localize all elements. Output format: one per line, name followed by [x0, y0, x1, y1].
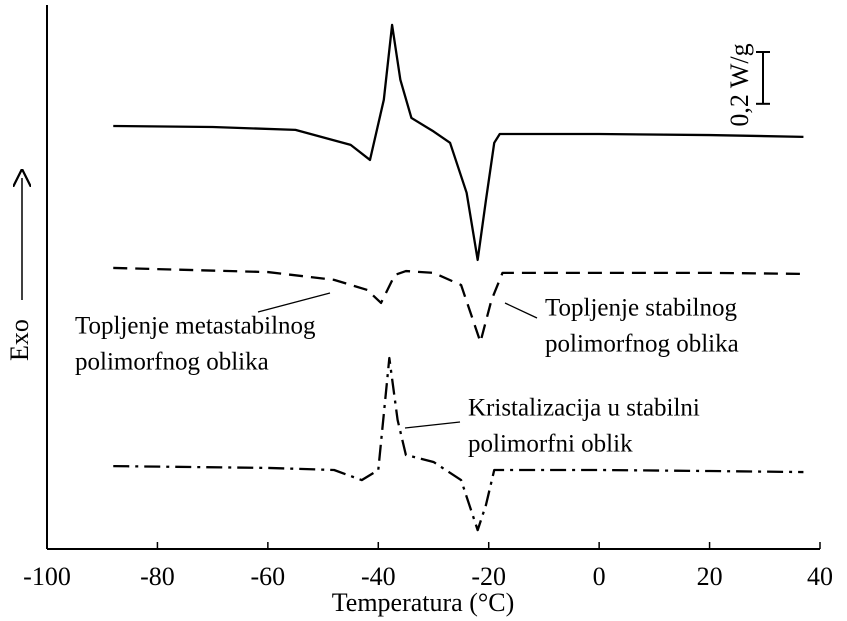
x-tick-label: -60 — [251, 562, 286, 591]
annotation: Topljenje stabilnog — [545, 295, 737, 322]
leader-line — [504, 302, 538, 319]
data-line — [113, 356, 804, 532]
scale-bar-label: 0,2 W/g — [725, 43, 754, 126]
x-tick-label: -100 — [23, 562, 71, 591]
annotation: polimorfni oblik — [468, 431, 633, 458]
data-line — [113, 266, 804, 344]
leader-line — [404, 421, 461, 429]
data-line — [113, 23, 804, 262]
annotation: Topljenje metastabilnog — [75, 313, 316, 340]
x-tick-label: 20 — [697, 562, 723, 591]
x-tick-label: -80 — [140, 562, 175, 591]
annotation: Kristalizacija u stabilni — [468, 395, 700, 422]
y-axis-label: Exo — [5, 319, 34, 361]
x-tick-label: 40 — [807, 562, 833, 591]
x-tick-label: -20 — [471, 562, 506, 591]
x-tick-label: 0 — [593, 562, 606, 591]
x-axis-label: Temperatura (°C) — [332, 588, 515, 617]
x-tick-label: -40 — [361, 562, 396, 591]
annotation: polimorfnog oblika — [75, 349, 269, 376]
annotation: polimorfnog oblika — [545, 331, 739, 358]
leader-line — [257, 292, 331, 313]
